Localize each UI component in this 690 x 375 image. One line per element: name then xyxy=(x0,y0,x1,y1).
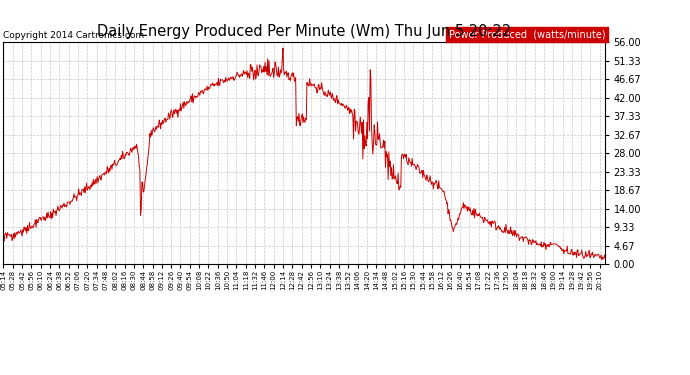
Text: Power Produced  (watts/minute): Power Produced (watts/minute) xyxy=(448,30,605,40)
Title: Daily Energy Produced Per Minute (Wm) Thu Jun 5 20:22: Daily Energy Produced Per Minute (Wm) Th… xyxy=(97,24,511,39)
Text: Copyright 2014 Cartronics.com: Copyright 2014 Cartronics.com xyxy=(3,31,145,40)
